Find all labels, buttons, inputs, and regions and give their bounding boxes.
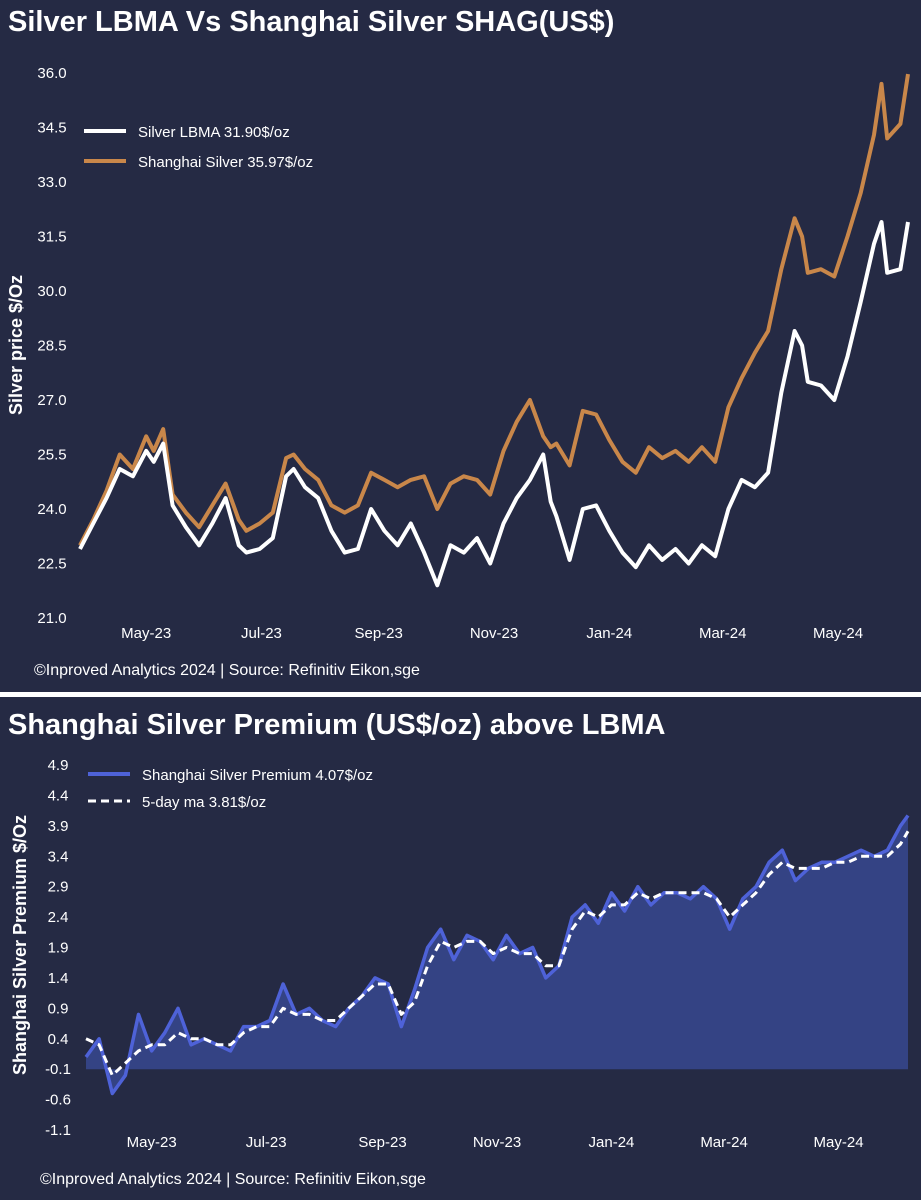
panel-divider (0, 692, 921, 697)
y-tick-label: 24.0 (37, 501, 66, 518)
chart1-ylabel: Silver price $/Oz (6, 275, 26, 415)
chart1-source: ©Inproved Analytics 2024 | Source: Refin… (34, 662, 420, 679)
legend-shanghai-label: Shanghai Silver 35.97$/oz (138, 154, 313, 171)
chart1-title: Silver LBMA Vs Shanghai Silver SHAG(US$) (8, 6, 615, 38)
y-tick-label: 0.4 (48, 1031, 69, 1048)
y-tick-label: -1.1 (45, 1122, 71, 1139)
x-tick-label: May-23 (121, 625, 171, 642)
y-tick-label: 31.5 (37, 229, 66, 246)
x-tick-label: Sep-23 (358, 1134, 406, 1151)
y-tick-label: 36.0 (37, 65, 66, 82)
y-tick-label: 21.0 (37, 610, 66, 627)
y-tick-label: 33.0 (37, 174, 66, 191)
y-tick-label: 22.5 (37, 556, 66, 573)
chart2-legend: Shanghai Silver Premium 4.07$/oz 5-day m… (88, 767, 373, 811)
y-tick-label: 2.4 (48, 909, 69, 926)
x-tick-label: Mar-24 (700, 1134, 748, 1151)
x-tick-label: Jul-23 (246, 1134, 287, 1151)
chart2-ylabel: Shanghai Silver Premium $/Oz (10, 815, 30, 1075)
chart1-svg: 21.0 22.5 24.0 25.5 27.0 28.5 30.0 31.5 33.0 34.5… (6, 65, 910, 642)
legend-lbma-label: Silver LBMA 31.90$/oz (138, 124, 290, 141)
x-tick-label: May-23 (127, 1134, 177, 1151)
x-tick-label: Nov-23 (473, 1134, 521, 1151)
y-tick-label: 0.9 (48, 1000, 69, 1017)
y-tick-label: 25.5 (37, 447, 66, 464)
y-tick-label: 34.5 (37, 120, 66, 137)
y-tick-label: 4.9 (48, 757, 69, 774)
chart2-source: ©Inproved Analytics 2024 | Source: Refin… (40, 1171, 426, 1188)
legend-premium-label: Shanghai Silver Premium 4.07$/oz (142, 767, 373, 784)
x-tick-label: Nov-23 (470, 625, 518, 642)
y-tick-label: 3.9 (48, 818, 69, 835)
y-tick-label: 4.4 (48, 787, 69, 804)
x-tick-label: Mar-24 (699, 625, 747, 642)
x-tick-label: May-24 (813, 625, 863, 642)
x-tick-label: Jan-24 (589, 1134, 635, 1151)
y-tick-label: 27.0 (37, 392, 66, 409)
chart2-title: Shanghai Silver Premium (US$/oz) above L… (8, 709, 666, 741)
y-tick-label: 2.9 (48, 879, 69, 896)
y-tick-label: 1.9 (48, 940, 69, 957)
lbma-vs-shanghai-panel: Silver LBMA Vs Shanghai Silver SHAG(US$)… (6, 6, 910, 679)
y-tick-label: 28.5 (37, 338, 66, 355)
y-tick-label: -0.6 (45, 1092, 71, 1109)
x-tick-label: Jan-24 (586, 625, 632, 642)
chart1-legend: Silver LBMA 31.90$/oz Shanghai Silver 35… (84, 124, 313, 171)
premium-panel: Shanghai Silver Premium (US$/oz) above L… (0, 697, 921, 1200)
x-tick-label: May-24 (814, 1134, 864, 1151)
x-tick-label: Jul-23 (241, 625, 282, 642)
lbma-line (78, 220, 910, 588)
premium-line (84, 814, 910, 1096)
chart2-svg: -1.1 -0.6 -0.1 0.4 0.9 1.4 1.9 2.4 2.9 3.4 3.9 4.4 4… (10, 757, 910, 1151)
y-tick-label: 3.4 (48, 848, 69, 865)
y-tick-label: -0.1 (45, 1061, 71, 1078)
x-tick-label: Sep-23 (354, 625, 402, 642)
y-tick-label: 1.4 (48, 970, 69, 987)
shanghai-line (78, 73, 910, 547)
legend-ma-label: 5-day ma 3.81$/oz (142, 794, 266, 811)
y-tick-label: 30.0 (37, 283, 66, 300)
